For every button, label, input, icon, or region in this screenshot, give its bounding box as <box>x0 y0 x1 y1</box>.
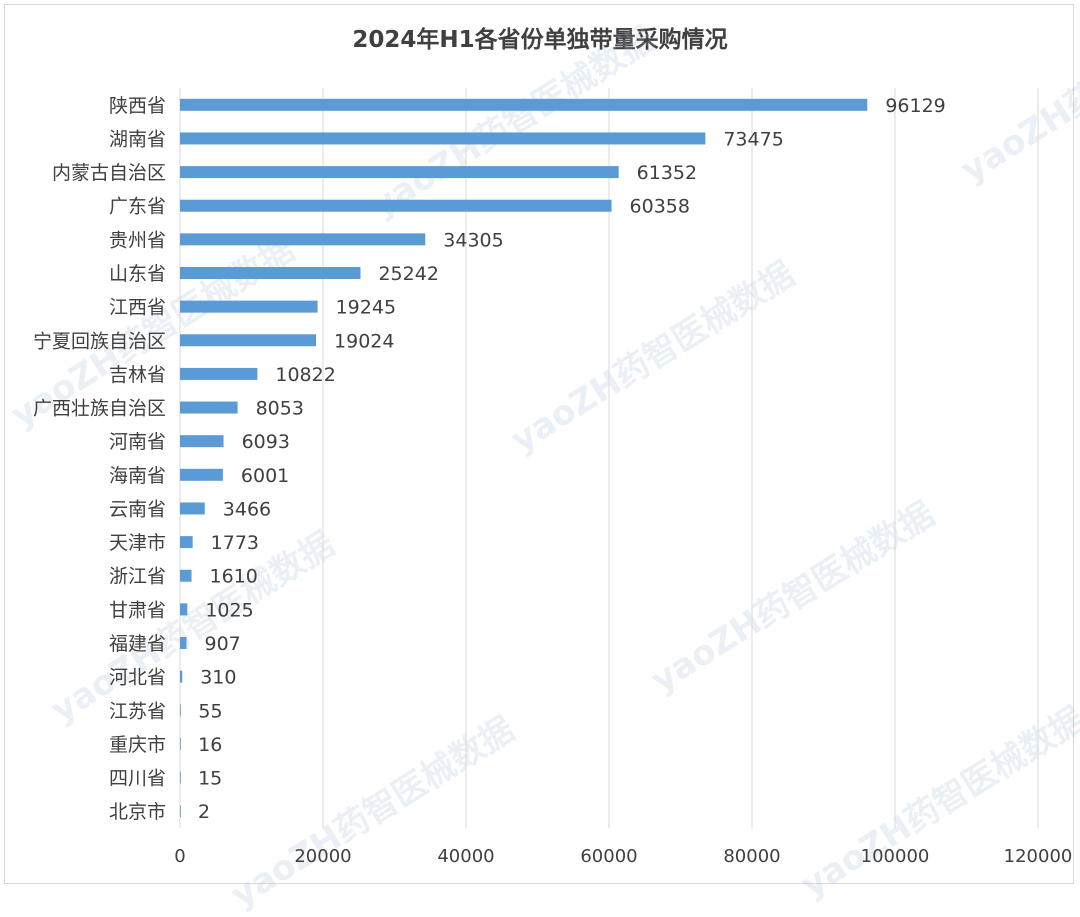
bar <box>180 233 426 246</box>
bars <box>180 98 868 818</box>
chart-title: 2024年H1各省份单独带量采购情况 <box>352 27 728 53</box>
category-label: 江西省 <box>109 297 166 319</box>
data-label: 96129 <box>885 95 945 117</box>
bar <box>180 132 706 145</box>
category-label: 湖南省 <box>109 128 166 150</box>
bar <box>180 468 223 481</box>
data-label: 61352 <box>637 162 697 184</box>
bar <box>180 569 192 582</box>
data-label: 6001 <box>241 465 289 487</box>
bar <box>180 334 317 347</box>
category-label: 北京市 <box>109 801 166 823</box>
bar <box>180 670 183 683</box>
data-label: 19245 <box>336 297 396 319</box>
data-label: 8053 <box>256 398 304 420</box>
bar <box>180 536 193 549</box>
category-label: 河北省 <box>109 667 166 689</box>
bar <box>180 502 205 515</box>
bar <box>180 367 258 380</box>
category-label: 福建省 <box>109 633 166 655</box>
data-label: 16 <box>198 734 222 756</box>
category-label: 内蒙古自治区 <box>52 162 166 184</box>
category-label: 浙江省 <box>109 566 166 588</box>
category-label: 甘肃省 <box>109 599 166 621</box>
data-label: 310 <box>200 667 236 689</box>
data-label: 1610 <box>210 566 258 588</box>
data-label: 3466 <box>223 498 271 520</box>
x-tick-label: 20000 <box>294 846 351 867</box>
category-label: 海南省 <box>109 465 166 487</box>
category-label: 重庆市 <box>109 734 166 756</box>
bar <box>180 771 181 784</box>
x-tick-label: 60000 <box>580 846 637 867</box>
data-label: 34305 <box>443 229 503 251</box>
bar <box>180 603 188 616</box>
data-label: 907 <box>204 633 240 655</box>
data-label: 10822 <box>275 364 335 386</box>
x-tick-label: 0 <box>174 846 185 867</box>
gridlines <box>179 88 1039 828</box>
category-label: 山东省 <box>109 263 166 285</box>
x-tick-label: 40000 <box>437 846 494 867</box>
data-label: 55 <box>198 700 222 722</box>
bar <box>180 704 181 717</box>
data-label: 15 <box>198 768 222 790</box>
category-label: 陕西省 <box>109 95 166 117</box>
category-label: 江苏省 <box>109 700 166 722</box>
data-label: 6093 <box>242 431 290 453</box>
x-tick-label: 120000 <box>1004 846 1073 867</box>
category-label: 宁夏回族自治区 <box>33 330 166 352</box>
category-label: 贵州省 <box>109 229 166 251</box>
category-label: 吉林省 <box>109 364 166 386</box>
category-label: 天津市 <box>109 532 166 554</box>
bar <box>180 401 238 414</box>
bar <box>180 166 619 179</box>
bar <box>180 98 868 111</box>
category-label: 云南省 <box>109 498 166 520</box>
data-label: 2 <box>198 801 210 823</box>
data-label: 25242 <box>378 263 438 285</box>
category-label: 广东省 <box>109 196 166 218</box>
bar <box>180 199 612 212</box>
category-label: 河南省 <box>109 431 166 453</box>
x-tick-label: 100000 <box>861 846 930 867</box>
bar <box>180 637 187 649</box>
data-label: 1025 <box>205 599 253 621</box>
data-label: 19024 <box>334 330 394 352</box>
data-label: 60358 <box>630 196 690 218</box>
x-tick-label: 80000 <box>723 846 780 867</box>
data-label: 1773 <box>211 532 259 554</box>
data-label: 73475 <box>723 128 783 150</box>
bar <box>180 435 224 448</box>
bar <box>180 737 181 750</box>
bar <box>180 300 318 313</box>
bar <box>180 267 361 279</box>
category-label: 广西壮族自治区 <box>33 398 166 420</box>
bar-chart: 0 20000 40000 60000 80000 100000 120000 陕西省 9612… <box>33 88 1072 867</box>
bar <box>180 805 181 818</box>
labels: 0 20000 40000 60000 80000 100000 120000 陕西省 9612… <box>33 95 1072 867</box>
category-label: 四川省 <box>109 768 166 790</box>
